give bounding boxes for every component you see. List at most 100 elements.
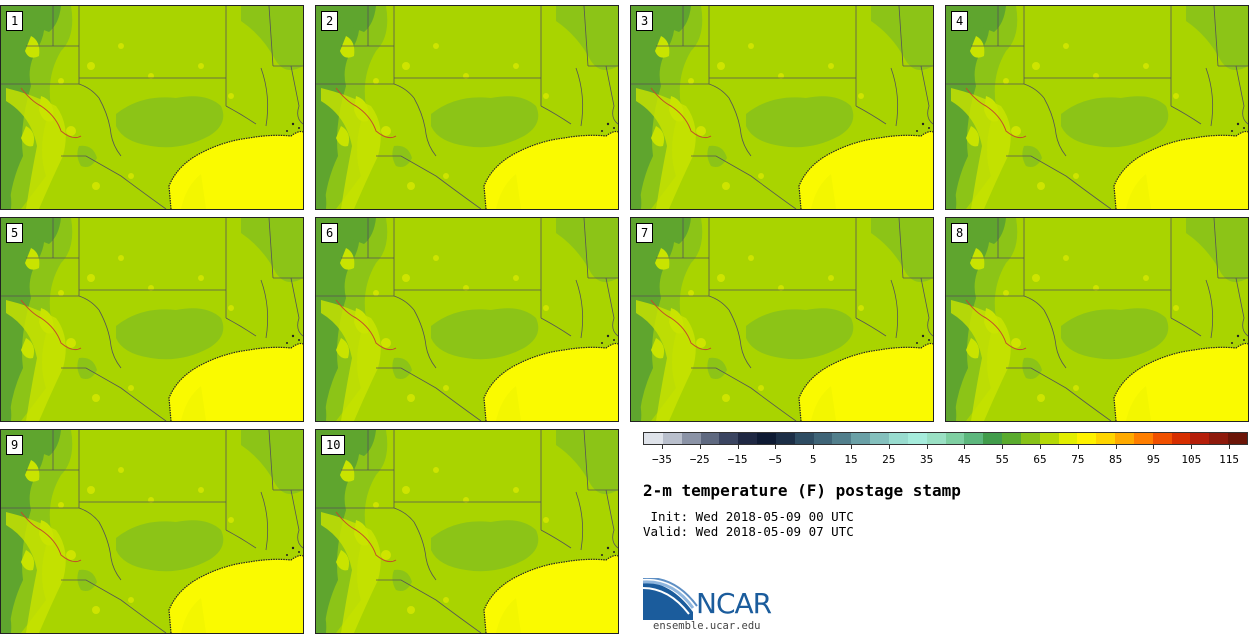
member-panel-8: 8 <box>945 217 1249 422</box>
colorbar-swatch <box>738 433 758 444</box>
colorbar-swatch <box>851 433 871 444</box>
member-panel-10: 10 <box>315 429 619 634</box>
colorbar-swatch <box>1171 433 1191 444</box>
colorbar-swatch <box>1058 433 1078 444</box>
member-number-label: 2 <box>321 11 339 31</box>
colorbar-tick-label: 55 <box>995 453 1009 466</box>
colorbar-tick <box>775 445 777 449</box>
colorbar-tick-label: −15 <box>727 453 748 466</box>
colorbar-tick-label: 25 <box>882 453 896 466</box>
temperature-map <box>316 218 618 421</box>
member-panel-2: 2 <box>315 5 619 210</box>
colorbar-swatch <box>888 433 908 444</box>
colorbar-tick-label: −35 <box>651 453 672 466</box>
temperature-map <box>631 218 933 421</box>
colorbar-swatch <box>964 433 984 444</box>
colorbar-tick <box>926 445 928 449</box>
colorbar-swatch <box>1096 433 1116 444</box>
logo-text: NCAR <box>696 587 772 620</box>
colorbar-tick <box>888 445 890 449</box>
colorbar-swatch <box>945 433 965 444</box>
member-number-label: 1 <box>6 11 24 31</box>
colorbar-swatch <box>983 433 1003 444</box>
colorbar-tick-label: 75 <box>1071 453 1085 466</box>
colorbar-tick <box>1191 445 1193 449</box>
colorbar-tick-label: 115 <box>1219 453 1240 466</box>
colorbar-swatch <box>832 433 852 444</box>
colorbar-swatches <box>643 432 1248 445</box>
colorbar-swatch <box>1115 433 1134 444</box>
colorbar-tick-label: −5 <box>768 453 782 466</box>
temperature-map <box>1 218 303 421</box>
temperature-map <box>946 6 1248 209</box>
colorbar-tick <box>1229 445 1231 449</box>
colorbar-tick <box>850 445 852 449</box>
colorbar-swatch <box>794 433 814 444</box>
temperature-map <box>631 6 933 209</box>
member-number-label: 9 <box>6 435 24 455</box>
member-panel-3: 3 <box>630 5 934 210</box>
site-url: ensemble.ucar.edu <box>653 620 761 632</box>
member-panel-4: 4 <box>945 5 1249 210</box>
temperature-map <box>1 6 303 209</box>
ncar-logo-icon <box>643 578 698 620</box>
colorbar-swatch <box>1077 433 1097 444</box>
temperature-map <box>316 6 618 209</box>
temperature-map <box>1 430 303 633</box>
colorbar-tick <box>1002 445 1004 449</box>
colorbar-tick <box>1040 445 1042 449</box>
member-panel-1: 1 <box>0 5 304 210</box>
colorbar-swatch <box>757 433 776 444</box>
colorbar-tick <box>1077 445 1079 449</box>
member-panel-9: 9 <box>0 429 304 634</box>
member-number-label: 4 <box>951 11 969 31</box>
colorbar-swatch <box>775 433 795 444</box>
member-number-label: 6 <box>321 223 339 243</box>
colorbar-tick <box>699 445 701 449</box>
member-number-label: 5 <box>6 223 24 243</box>
member-number-label: 8 <box>951 223 969 243</box>
colorbar-swatch <box>926 433 946 444</box>
colorbar-swatch <box>1228 433 1247 444</box>
colorbar-swatch <box>662 433 682 444</box>
colorbar-swatch <box>907 433 927 444</box>
colorbar-swatch <box>870 433 889 444</box>
colorbar-tick-label: 105 <box>1181 453 1202 466</box>
colorbar-tick-label: −25 <box>689 453 710 466</box>
temperature-map <box>316 430 618 633</box>
colorbar-tick-label: 85 <box>1109 453 1123 466</box>
colorbar-tick <box>813 445 815 449</box>
colorbar-swatch <box>644 433 663 444</box>
colorbar-tick <box>1115 445 1117 449</box>
colorbar-swatch <box>681 433 701 444</box>
colorbar-tick-label: 35 <box>919 453 934 466</box>
colorbar-tick <box>737 445 739 449</box>
colorbar-tick-label: 15 <box>844 453 858 466</box>
colorbar-swatch <box>1190 433 1210 444</box>
colorbar: −35 −25 −15 −5 5 15 25 35 45 55 65 75 85 95 105 115 <box>643 432 1248 472</box>
colorbar-tick-label: 65 <box>1033 453 1047 466</box>
colorbar-swatch <box>1020 433 1040 444</box>
colorbar-tick-label: 95 <box>1146 453 1161 466</box>
colorbar-swatch <box>1133 433 1153 444</box>
init-time: Init: Wed 2018-05-09 00 UTC <box>643 509 854 524</box>
colorbar-swatch <box>1152 433 1172 444</box>
member-panel-7: 7 <box>630 217 934 422</box>
temperature-map <box>946 218 1248 421</box>
valid-time: Valid: Wed 2018-05-09 07 UTC <box>643 524 854 539</box>
member-number-label: 7 <box>636 223 654 243</box>
colorbar-tick <box>1153 445 1155 449</box>
colorbar-tick-label: 45 <box>957 453 972 466</box>
member-number-label: 10 <box>321 435 346 455</box>
colorbar-swatch <box>1209 433 1229 444</box>
colorbar-tick <box>661 445 663 449</box>
member-number-label: 3 <box>636 11 654 31</box>
colorbar-swatch <box>1002 433 1021 444</box>
colorbar-swatch <box>700 433 720 444</box>
colorbar-tick <box>964 445 966 449</box>
member-panel-6: 6 <box>315 217 619 422</box>
member-panel-5: 5 <box>0 217 304 422</box>
colorbar-swatch <box>1039 433 1059 444</box>
colorbar-ticks: −35 −25 −15 −5 5 15 25 35 45 55 65 75 85 95 105 115 <box>643 445 1248 471</box>
plot-title: 2-m temperature (F) postage stamp <box>643 481 961 500</box>
